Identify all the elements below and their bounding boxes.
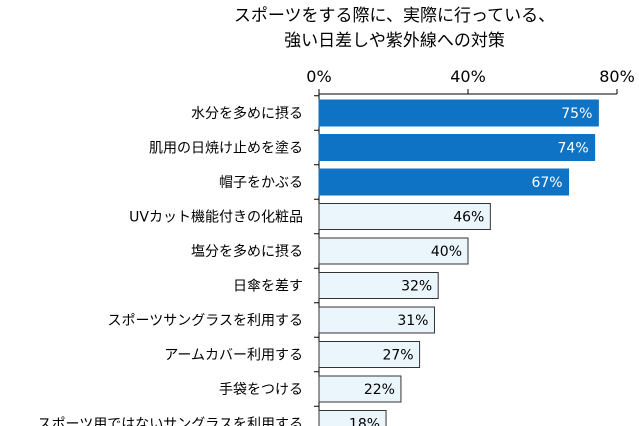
bar (318, 410, 387, 426)
data-label: 67% (531, 175, 562, 191)
bar (318, 306, 435, 334)
chart-title-line-1: スポーツをする際に、実際に行っている、 (233, 6, 556, 26)
category-label: 塩分を多めに摂る (191, 243, 303, 260)
data-label: 74% (558, 141, 589, 157)
data-label: 27% (382, 348, 413, 364)
category-label: 水分を多めに摂る (191, 105, 303, 122)
category-label: スポーツサングラスを利用する (108, 313, 303, 329)
data-label: 32% (401, 279, 432, 295)
x-tick-label: 40% (450, 67, 486, 86)
category-label: スポーツ用ではないサングラスを利用する (38, 417, 303, 426)
chart-title-line-2: 強い日差しや紫外線への対策 (284, 31, 505, 51)
bar (318, 99, 599, 127)
bar (318, 203, 491, 230)
bar (318, 168, 570, 196)
bar (318, 341, 421, 368)
bar (318, 237, 469, 265)
data-label: 31% (397, 313, 428, 329)
data-label: 18% (349, 417, 380, 426)
bar (318, 375, 402, 403)
bar (318, 134, 596, 161)
data-label: 75% (561, 106, 592, 122)
category-label: 帽子をかぶる (219, 175, 303, 191)
bar (318, 272, 439, 299)
data-label: 46% (453, 210, 484, 226)
category-label: アームカバー利用する (164, 348, 303, 364)
category-label: UVカット機能付きの化粧品 (129, 210, 303, 226)
data-label: 22% (364, 382, 395, 398)
x-tick-label: 80% (599, 67, 635, 86)
category-label: 肌用の日焼け止めを塗る (149, 140, 303, 157)
x-tick-label: 0% (306, 67, 331, 86)
category-label: 手袋をつける (219, 382, 303, 398)
chart-title: スポーツをする際に、実際に行っている、 強い日差しや紫外線への対策 (0, 4, 639, 54)
category-label: 日傘を差す (233, 279, 303, 295)
data-label: 40% (431, 244, 462, 260)
